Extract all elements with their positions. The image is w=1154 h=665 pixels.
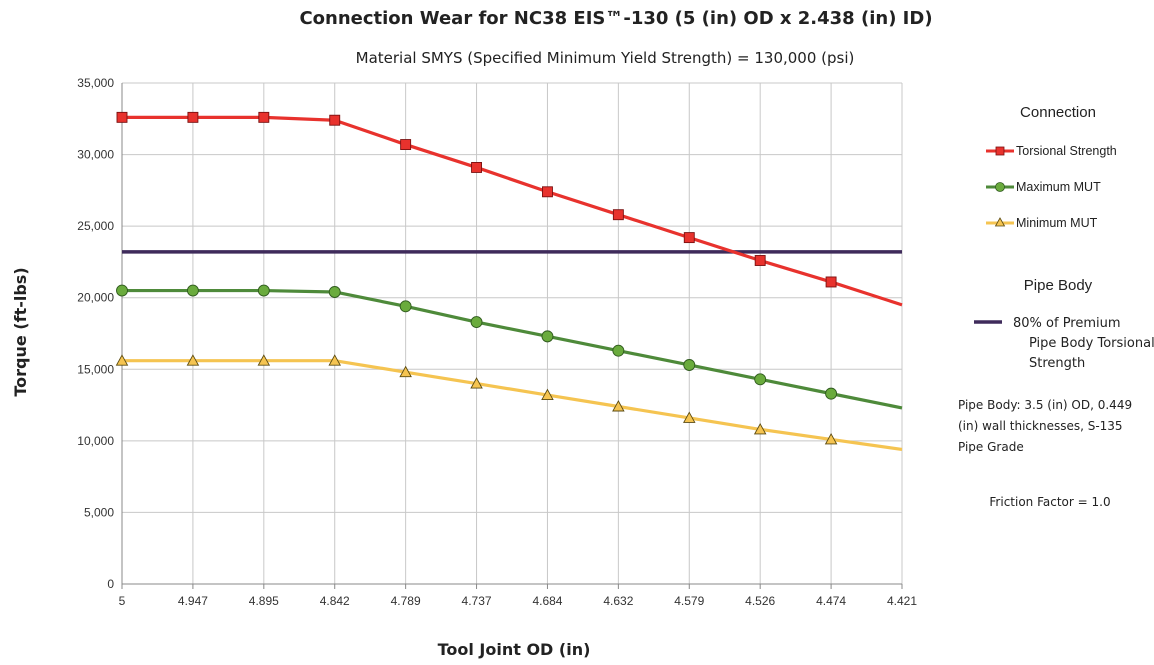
point-torsional-strength xyxy=(329,114,341,126)
point-torsional-strength xyxy=(187,111,199,123)
legend-label-max-mut: Maximum MUT xyxy=(1016,180,1101,194)
point-minimum-mut xyxy=(541,388,554,401)
legend-marker-torsional xyxy=(995,146,1005,156)
y-tick-label: 10,000 xyxy=(77,434,114,448)
friction-factor-note: Friction Factor = 1.0 xyxy=(989,495,1110,509)
point-minimum-mut xyxy=(824,432,838,445)
x-tick-label: 4.579 xyxy=(674,594,704,608)
y-tick-label: 30,000 xyxy=(77,148,114,162)
y-tick-label: 25,000 xyxy=(77,219,114,233)
legend-marker-max-mut xyxy=(995,182,1005,192)
y-tick-label: 35,000 xyxy=(77,76,114,90)
legend-label-min-mut: Minimum MUT xyxy=(1016,216,1098,230)
x-tick-label: 4.474 xyxy=(816,594,846,608)
x-tick-label: 4.526 xyxy=(745,594,775,608)
y-tick-label: 5,000 xyxy=(84,505,114,519)
point-minimum-mut xyxy=(328,354,341,366)
x-tick-label: 4.421 xyxy=(887,594,917,608)
point-torsional-strength xyxy=(754,255,766,266)
pipe-body-note-line-2: (in) wall thicknesses, S-135 xyxy=(958,419,1123,433)
point-minimum-mut xyxy=(257,354,271,366)
point-minimum-mut xyxy=(683,411,696,423)
legend-connection-header: Connection xyxy=(1020,104,1096,121)
pipe-body-note-line-3: Pipe Grade xyxy=(958,440,1024,454)
chart-title: Connection Wear for NC38 EIS™-130 (5 (in… xyxy=(299,8,932,29)
x-tick-label: 4.947 xyxy=(178,594,208,608)
point-torsional-strength xyxy=(400,139,412,151)
y-tick-label: 15,000 xyxy=(77,362,114,376)
point-minimum-mut xyxy=(612,400,625,412)
point-minimum-mut xyxy=(399,365,412,378)
point-minimum-mut xyxy=(753,422,767,435)
point-maximum-mut xyxy=(470,316,483,328)
x-tick-label: 4.737 xyxy=(462,594,492,608)
x-tick-label: 4.789 xyxy=(391,594,421,608)
x-tick-label: 4.684 xyxy=(532,594,562,608)
x-axis-title: Tool Joint OD (in) xyxy=(438,640,591,659)
point-maximum-mut xyxy=(328,286,341,298)
series-line-torsional-strength xyxy=(122,115,903,307)
series-line-maximum-mut xyxy=(122,288,903,410)
legend-pipe-line-1: 80% of Premium xyxy=(1013,316,1121,331)
point-maximum-mut xyxy=(399,300,412,313)
legend-label-torsional: Torsional Strength xyxy=(1016,144,1117,158)
point-torsional-strength xyxy=(542,186,553,198)
x-tick-label: 4.842 xyxy=(320,594,350,608)
point-torsional-strength xyxy=(612,209,624,221)
grid xyxy=(121,82,903,589)
point-minimum-mut xyxy=(186,354,200,366)
point-torsional-strength xyxy=(116,111,128,123)
legend: Connection Torsional Strength Maximum MU… xyxy=(958,104,1154,509)
legend-marker-min-mut xyxy=(994,217,1006,227)
point-minimum-mut xyxy=(470,377,483,389)
y-tick-label: 0 xyxy=(107,577,114,591)
series-layer xyxy=(115,111,903,452)
point-maximum-mut xyxy=(116,284,128,297)
legend-pipe-header: Pipe Body xyxy=(1024,277,1093,294)
point-maximum-mut xyxy=(825,387,838,400)
point-torsional-strength xyxy=(683,232,695,244)
y-axis-ticks: 0 5,000 10,000 15,000 20,000 25,000 30,000 35,0… xyxy=(77,76,114,591)
point-torsional-strength xyxy=(258,111,270,123)
point-maximum-mut xyxy=(612,344,625,357)
point-maximum-mut xyxy=(754,373,767,386)
point-maximum-mut xyxy=(257,284,270,297)
x-tick-label: 5 xyxy=(119,594,126,608)
x-axis-ticks: 5 4.947 4.895 4.842 4.789 4.737 4.684 4.632 4.57… xyxy=(119,594,918,608)
y-axis-title: Torque (ft-lbs) xyxy=(11,267,30,396)
point-maximum-mut xyxy=(186,284,199,297)
x-tick-label: 4.895 xyxy=(249,594,279,608)
point-torsional-strength xyxy=(825,276,837,288)
legend-pipe-line-3: Strength xyxy=(1029,356,1085,371)
point-maximum-mut xyxy=(683,359,696,371)
point-maximum-mut xyxy=(541,330,554,343)
x-tick-label: 4.632 xyxy=(603,594,633,608)
chart-subtitle: Material SMYS (Specified Minimum Yield S… xyxy=(356,49,855,67)
point-minimum-mut xyxy=(115,354,129,366)
y-tick-label: 20,000 xyxy=(77,291,114,305)
legend-pipe-line-2: Pipe Body Torsional xyxy=(1029,336,1154,351)
point-torsional-strength xyxy=(471,162,482,173)
series-line-minimum-mut xyxy=(122,359,903,452)
pipe-body-note-line-1: Pipe Body: 3.5 (in) OD, 0.449 xyxy=(958,398,1132,412)
